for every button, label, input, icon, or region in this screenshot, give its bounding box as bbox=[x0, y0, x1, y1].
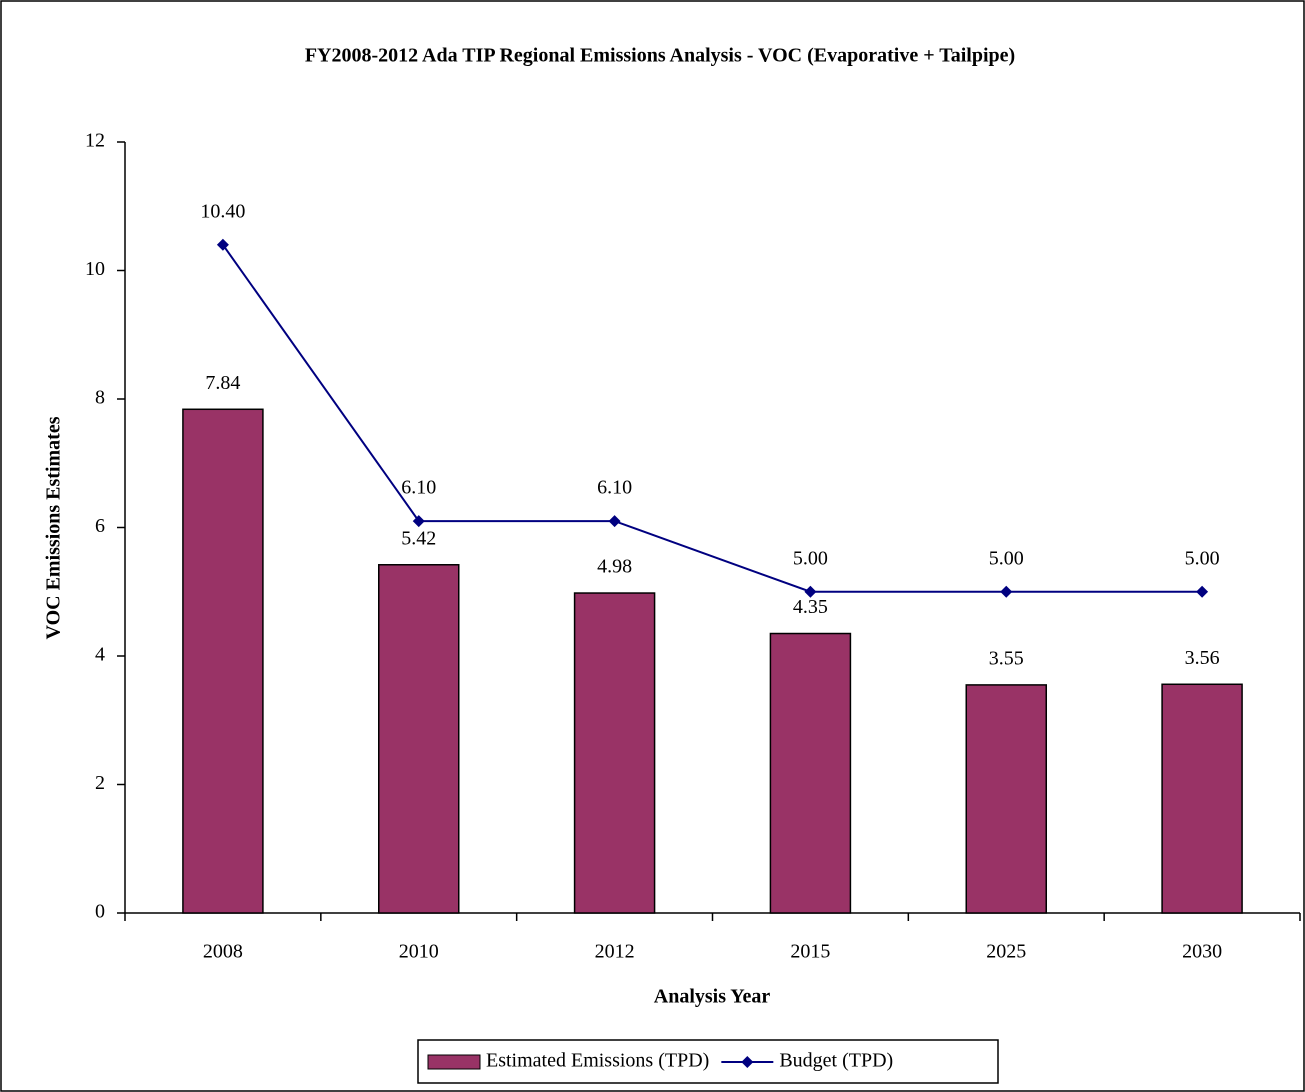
bar-value-label: 7.84 bbox=[205, 372, 240, 394]
x-tick-label: 2008 bbox=[203, 941, 243, 963]
y-tick-label: 4 bbox=[95, 644, 105, 666]
line-value-label: 10.40 bbox=[200, 200, 245, 222]
line-value-label: 5.00 bbox=[793, 547, 828, 569]
line-value-label: 6.10 bbox=[597, 477, 632, 499]
legend-label: Budget (TPD) bbox=[779, 1050, 893, 1072]
bar bbox=[573, 592, 656, 914]
y-tick-label: 6 bbox=[95, 515, 105, 537]
y-tick-label: 0 bbox=[95, 901, 105, 923]
line-marker bbox=[1000, 585, 1013, 598]
line-marker bbox=[804, 585, 817, 598]
bar bbox=[182, 408, 264, 914]
chart-title: FY2008-2012 Ada TIP Regional Emissions A… bbox=[305, 45, 1015, 67]
line-value-label: 5.00 bbox=[989, 547, 1024, 569]
line-marker bbox=[1196, 585, 1209, 598]
legend-swatch bbox=[427, 1054, 481, 1070]
bar-value-label: 3.56 bbox=[1185, 647, 1220, 669]
bar bbox=[378, 564, 460, 914]
line-value-label: 5.00 bbox=[1185, 547, 1220, 569]
legend-label: Estimated Emissions (TPD) bbox=[486, 1050, 709, 1072]
x-tick-label: 2030 bbox=[1182, 941, 1222, 963]
x-tick-label: 2012 bbox=[595, 941, 635, 963]
bar bbox=[1161, 683, 1243, 914]
bar bbox=[965, 684, 1047, 914]
bar-value-label: 5.42 bbox=[401, 527, 436, 549]
bar-value-label: 4.35 bbox=[793, 596, 828, 618]
y-tick-label: 10 bbox=[85, 258, 105, 280]
bar bbox=[769, 632, 852, 914]
y-axis-title: VOC Emissions Estimates bbox=[43, 416, 65, 639]
line-marker bbox=[608, 515, 621, 528]
y-tick-label: 8 bbox=[95, 387, 105, 409]
x-tick-label: 2010 bbox=[399, 941, 439, 963]
budget-line bbox=[222, 244, 1203, 593]
legend-marker bbox=[741, 1056, 754, 1068]
x-tick-label: 2025 bbox=[986, 941, 1026, 963]
y-tick-label: 12 bbox=[85, 130, 105, 152]
line-marker bbox=[216, 238, 229, 251]
x-axis-title: Analysis Year bbox=[654, 986, 771, 1008]
y-tick-label: 2 bbox=[95, 772, 105, 794]
x-tick-label: 2015 bbox=[790, 941, 830, 963]
line-marker bbox=[412, 515, 425, 528]
bar-value-label: 3.55 bbox=[989, 648, 1024, 670]
bar-value-label: 4.98 bbox=[597, 556, 632, 578]
line-value-label: 6.10 bbox=[401, 477, 436, 499]
legend-box bbox=[417, 1039, 999, 1084]
